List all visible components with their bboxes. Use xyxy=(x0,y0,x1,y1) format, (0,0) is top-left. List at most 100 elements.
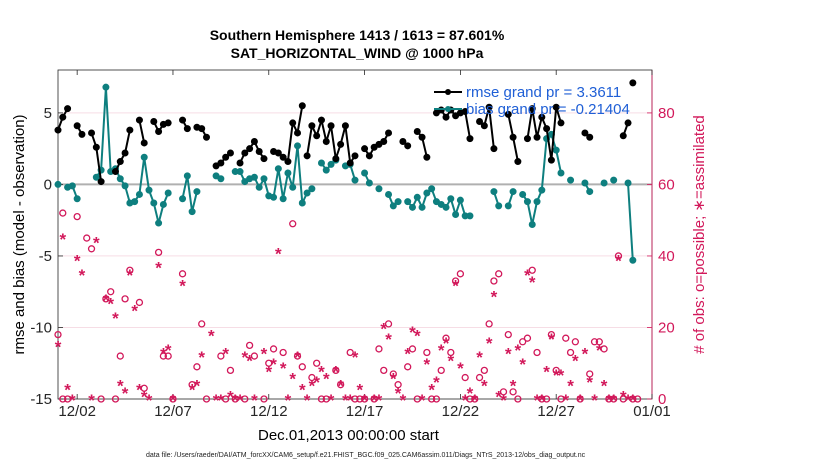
obs-assimilated-marker: * xyxy=(467,384,474,403)
rmse-point xyxy=(54,126,62,134)
obs-possible-marker xyxy=(293,352,302,360)
obs-assimilated-marker: * xyxy=(495,387,502,406)
obs-assimilated-marker: * xyxy=(424,355,431,374)
obs-possible-marker xyxy=(169,395,177,403)
obs-assimilated-marker: * xyxy=(218,391,225,410)
obs-possible-marker xyxy=(451,277,460,285)
obs-assimilated-marker: * xyxy=(155,259,162,278)
bias-point xyxy=(116,175,124,183)
bias-point xyxy=(586,188,594,196)
legend-label: rmse grand pr = 3.3611 xyxy=(466,84,621,101)
bias-point xyxy=(260,175,268,183)
bias-point xyxy=(466,212,474,220)
obs-possible-marker xyxy=(135,298,144,307)
bias-point xyxy=(423,189,431,197)
rmse-point xyxy=(337,140,345,148)
bias-point xyxy=(528,220,536,228)
obs-possible-marker xyxy=(485,320,493,328)
obs-assimilated-marker: * xyxy=(548,330,555,349)
obs-possible-marker xyxy=(308,373,316,382)
rmse-point xyxy=(461,107,469,115)
bias-point xyxy=(413,193,421,201)
obs-possible-marker xyxy=(404,363,412,371)
rmse-point xyxy=(140,139,148,147)
rmse-point xyxy=(480,122,488,130)
rmse-point xyxy=(88,129,96,137)
obs-assimilated-marker: * xyxy=(208,327,215,346)
bias-point xyxy=(456,196,464,204)
obs-possible-marker xyxy=(499,388,508,396)
rmse-point xyxy=(476,117,484,125)
obs-assimilated-marker: * xyxy=(380,319,387,338)
obs-assimilated-marker: * xyxy=(414,327,421,346)
obs-assimilated-marker: * xyxy=(299,380,306,399)
obs-assimilated-marker: * xyxy=(294,348,301,367)
y-tick-label-right: 40 xyxy=(658,248,675,265)
bias-point xyxy=(270,193,278,201)
obs-possible-marker xyxy=(586,370,594,378)
rmse-point xyxy=(73,122,81,130)
rmse-point xyxy=(164,119,172,127)
rmse-point xyxy=(135,116,143,124)
obs-possible-marker xyxy=(423,348,431,357)
bias-point xyxy=(519,190,527,198)
obs-possible-marker xyxy=(504,330,512,339)
rmse-line xyxy=(526,106,562,161)
rmse-point xyxy=(346,159,354,167)
obs-possible-marker xyxy=(217,352,225,360)
obs-possible-marker xyxy=(519,338,527,346)
y-tick-label-right: 0 xyxy=(658,391,666,408)
bias-point xyxy=(308,185,316,193)
rmse-point xyxy=(341,122,349,130)
bias-point xyxy=(394,198,402,206)
obs-possible-marker xyxy=(557,395,565,403)
obs-assimilated-marker: * xyxy=(356,380,363,399)
obs-possible-marker xyxy=(87,245,96,253)
obs-possible-marker xyxy=(250,352,259,360)
obs-assimilated-marker: * xyxy=(452,277,459,296)
obs-possible-marker xyxy=(370,395,378,403)
rmse-point xyxy=(294,129,302,137)
rmse-point xyxy=(528,105,536,113)
rmse-point xyxy=(313,132,321,140)
obs-assimilated-marker: * xyxy=(409,323,416,342)
obs-assimilated-marker: * xyxy=(117,377,124,396)
obs-possible-marker xyxy=(54,330,62,339)
obs-assimilated-marker: * xyxy=(122,384,129,403)
obs-assimilated-marker: * xyxy=(342,391,349,410)
rmse-point xyxy=(183,125,191,133)
obs-assimilated-marker: * xyxy=(194,377,201,396)
obs-possible-marker xyxy=(576,395,584,403)
obs-assimilated-marker: * xyxy=(534,391,541,410)
legend-marker xyxy=(445,106,451,112)
bias-point xyxy=(428,185,436,193)
obs-assimilated-marker: * xyxy=(553,366,560,385)
obs-assimilated-marker: * xyxy=(601,377,608,396)
obs-assimilated-marker: * xyxy=(337,377,344,396)
rmse-point xyxy=(327,122,335,130)
bias-point xyxy=(164,189,172,197)
y-tick-label-left: -10 xyxy=(30,319,52,336)
obs-possible-marker xyxy=(241,395,249,403)
obs-possible-marker xyxy=(107,288,115,296)
bias-point xyxy=(274,165,282,173)
rmse-point xyxy=(303,152,311,160)
rmse-point xyxy=(308,122,316,130)
obs-assimilated-marker: * xyxy=(59,230,66,249)
obs-possible-marker xyxy=(178,270,187,278)
rmse-point xyxy=(385,129,393,137)
obs-possible-marker xyxy=(590,338,599,346)
bias-point xyxy=(131,198,139,206)
obs-assimilated-marker: * xyxy=(265,362,272,381)
x-tick-label: 12/07 xyxy=(154,403,192,420)
obs-assimilated-marker: * xyxy=(242,348,249,367)
rmse-point xyxy=(523,135,531,143)
bias-point xyxy=(317,159,325,167)
obs-assimilated-marker: * xyxy=(371,391,378,410)
bias-point xyxy=(140,153,148,161)
obs-assimilated-marker: * xyxy=(572,352,579,371)
obs-assimilated-marker: * xyxy=(438,341,445,360)
obs-assimilated-marker: * xyxy=(376,391,383,410)
obs-possible-marker xyxy=(427,395,436,403)
obs-assimilated-marker: * xyxy=(562,391,569,410)
